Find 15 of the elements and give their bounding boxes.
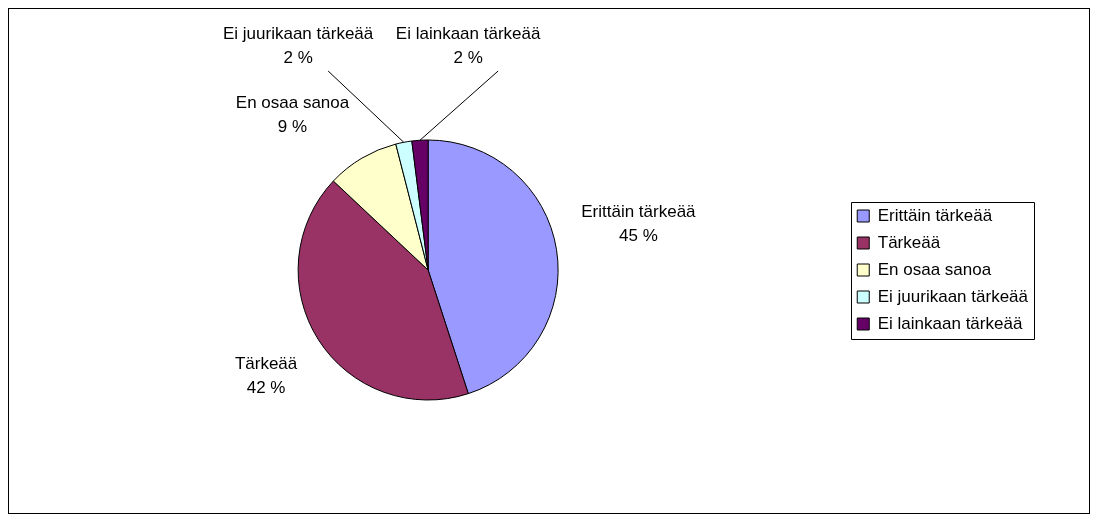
data-label: 45 % [619, 226, 658, 246]
slice-label: En osaa sanoa [235, 93, 350, 113]
legend-label: Ei juurikaan tärkeää [877, 286, 1029, 306]
data-label: 9 % [277, 117, 308, 137]
slice-label: Ei lainkaan tärkeää [395, 23, 541, 43]
slice-label: Tärkeää [234, 353, 298, 373]
legend-label: Ei lainkaan tärkeää [877, 313, 1023, 333]
data-label: 2 % [453, 47, 483, 67]
data-label: 2 % [283, 47, 313, 67]
slice-label: Erittäin tärkeää [581, 202, 697, 222]
legend-label: Erittäin tärkeää [877, 205, 993, 225]
legend-label: En osaa sanoa [877, 259, 992, 279]
slice-label: Ei juurikaan tärkeää [222, 23, 374, 43]
data-label: 42 % [246, 377, 286, 397]
legend-label: Tärkeää [877, 232, 941, 252]
